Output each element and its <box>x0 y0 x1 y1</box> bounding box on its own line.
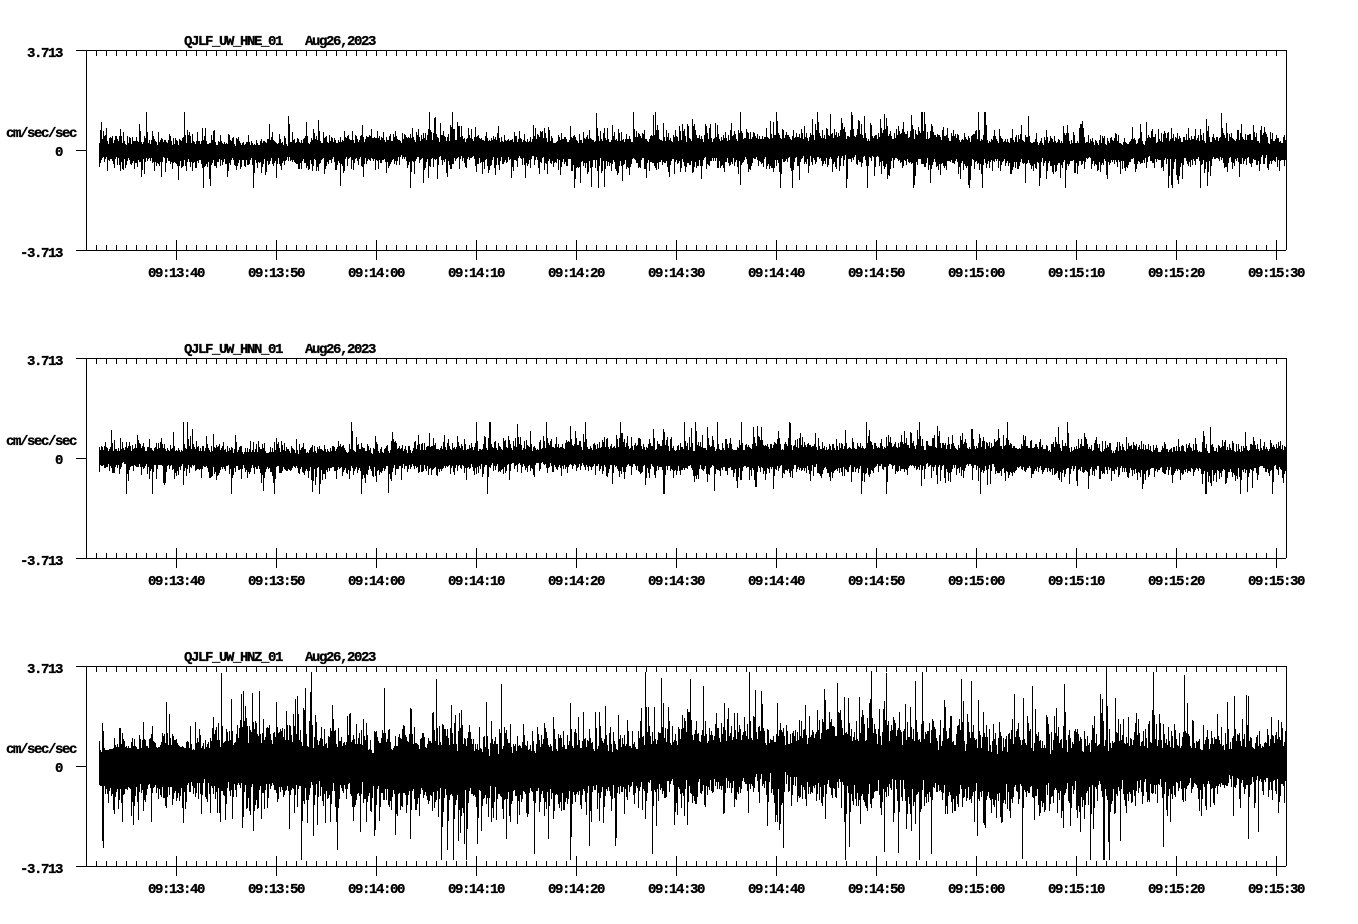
svg-text:09:14:50: 09:14:50 <box>848 574 905 590</box>
svg-text:09:13:40: 09:13:40 <box>148 574 205 590</box>
svg-text:09:14:50: 09:14:50 <box>848 266 905 282</box>
svg-text:09:14:00: 09:14:00 <box>348 266 405 282</box>
svg-text:09:15:00: 09:15:00 <box>948 574 1005 590</box>
svg-text:09:14:40: 09:14:40 <box>748 574 805 590</box>
svg-text:cm/sec/sec: cm/sec/sec <box>6 126 77 142</box>
svg-text:0: 0 <box>55 145 63 161</box>
svg-text:3.713: 3.713 <box>27 46 63 62</box>
svg-text:09:14:10: 09:14:10 <box>448 574 505 590</box>
svg-text:09:15:00: 09:15:00 <box>948 882 1005 898</box>
svg-text:09:15:20: 09:15:20 <box>1148 574 1205 590</box>
svg-text:09:15:20: 09:15:20 <box>1148 882 1205 898</box>
svg-text:09:14:20: 09:14:20 <box>548 882 605 898</box>
svg-text:09:13:40: 09:13:40 <box>148 266 205 282</box>
svg-text:09:14:30: 09:14:30 <box>648 574 705 590</box>
svg-text:cm/sec/sec: cm/sec/sec <box>6 434 77 450</box>
svg-text:QJLF_UW_HNZ_01: QJLF_UW_HNZ_01 <box>184 650 283 666</box>
svg-text:-3.713: -3.713 <box>20 862 63 878</box>
svg-text:09:14:10: 09:14:10 <box>448 882 505 898</box>
svg-text:09:14:40: 09:14:40 <box>748 266 805 282</box>
svg-text:3.713: 3.713 <box>27 662 63 678</box>
svg-text:09:14:40: 09:14:40 <box>748 882 805 898</box>
svg-text:09:15:30: 09:15:30 <box>1248 882 1305 898</box>
svg-text:09:14:30: 09:14:30 <box>648 266 705 282</box>
svg-text:09:15:10: 09:15:10 <box>1048 266 1105 282</box>
svg-text:cm/sec/sec: cm/sec/sec <box>6 742 77 758</box>
svg-text:09:14:20: 09:14:20 <box>548 266 605 282</box>
svg-text:09:15:20: 09:15:20 <box>1148 266 1205 282</box>
svg-text:09:13:50: 09:13:50 <box>248 882 305 898</box>
svg-text:QJLF_UW_HNN_01: QJLF_UW_HNN_01 <box>184 342 283 358</box>
svg-text:QJLF_UW_HNE_01: QJLF_UW_HNE_01 <box>184 34 283 50</box>
svg-text:09:15:30: 09:15:30 <box>1248 574 1305 590</box>
svg-text:Aug26,2023: Aug26,2023 <box>305 34 376 50</box>
svg-text:09:15:30: 09:15:30 <box>1248 266 1305 282</box>
svg-text:0: 0 <box>55 761 63 777</box>
svg-text:09:14:00: 09:14:00 <box>348 882 405 898</box>
svg-text:09:15:10: 09:15:10 <box>1048 882 1105 898</box>
svg-text:09:13:40: 09:13:40 <box>148 882 205 898</box>
svg-text:09:14:30: 09:14:30 <box>648 882 705 898</box>
svg-text:09:15:00: 09:15:00 <box>948 266 1005 282</box>
svg-text:09:13:50: 09:13:50 <box>248 574 305 590</box>
svg-text:09:14:00: 09:14:00 <box>348 574 405 590</box>
svg-text:09:14:20: 09:14:20 <box>548 574 605 590</box>
svg-text:3.713: 3.713 <box>27 354 63 370</box>
svg-text:09:13:50: 09:13:50 <box>248 266 305 282</box>
svg-text:0: 0 <box>55 453 63 469</box>
svg-text:09:14:10: 09:14:10 <box>448 266 505 282</box>
svg-text:-3.713: -3.713 <box>20 246 63 262</box>
svg-text:Aug26,2023: Aug26,2023 <box>305 342 376 358</box>
svg-text:09:15:10: 09:15:10 <box>1048 574 1105 590</box>
svg-text:Aug26,2023: Aug26,2023 <box>305 650 376 666</box>
svg-text:-3.713: -3.713 <box>20 554 63 570</box>
svg-text:09:14:50: 09:14:50 <box>848 882 905 898</box>
